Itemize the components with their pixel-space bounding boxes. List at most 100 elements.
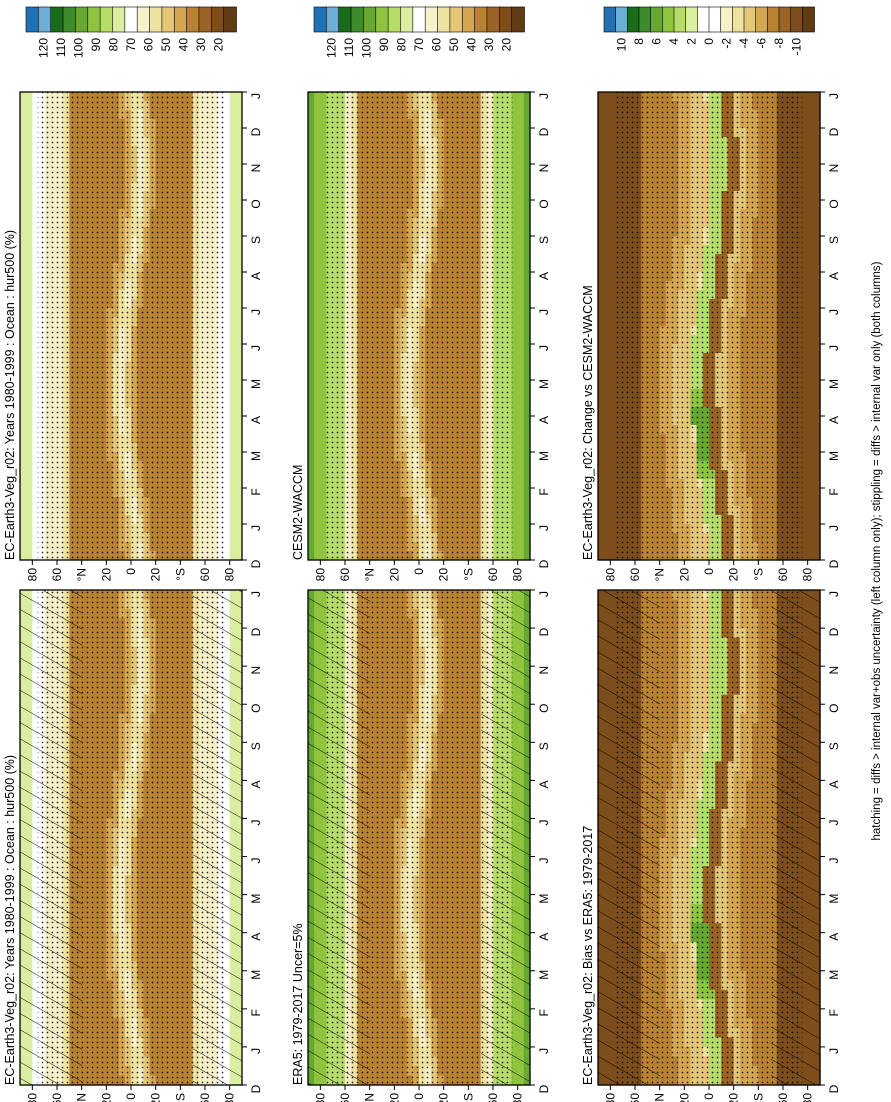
heatmap-cell [26, 515, 33, 525]
heatmap-cell [20, 164, 27, 174]
heatmap-cell [223, 335, 231, 345]
heatmap-cell [32, 461, 40, 471]
heatmap-cell [26, 182, 33, 192]
heatmap-cell [235, 443, 243, 453]
heatmap-cell [20, 119, 27, 129]
heatmap-cell [32, 164, 40, 174]
heatmap-cell [20, 344, 27, 354]
heatmap-cell [26, 191, 33, 201]
heatmap-cell [235, 551, 243, 561]
heatmap-cell [223, 524, 231, 534]
heatmap-cell [223, 146, 231, 156]
heatmap-cell [26, 488, 33, 498]
month-tick-label: F [249, 488, 263, 495]
heatmap-cell [32, 218, 40, 228]
month-tick-label: A [249, 933, 263, 941]
heatmap-cell [235, 308, 243, 318]
heatmap-cell [229, 488, 237, 498]
heatmap-cell [32, 263, 40, 273]
lat-tick-label: 60 [198, 1093, 212, 1102]
heatmap-cell [229, 542, 237, 552]
colorbar-swatch [75, 6, 89, 33]
heatmap-cell [32, 317, 40, 327]
lat-tick-label: 0 [124, 1093, 138, 1100]
heatmap-cell [20, 155, 27, 165]
heatmap-cell [20, 533, 27, 543]
heatmap-cell [235, 299, 243, 309]
heatmap-cell [26, 155, 33, 165]
heatmap-cell [235, 236, 243, 246]
heatmap-cell [20, 146, 27, 156]
heatmap-cell [32, 173, 40, 183]
heatmap-cell [235, 290, 243, 300]
heatmap-cell [223, 209, 231, 219]
heatmap-cell [32, 191, 40, 201]
heatmap-cell [26, 353, 33, 363]
month-tick-label: M [249, 894, 263, 904]
heatmap-cell [223, 515, 231, 525]
heatmap-cell [20, 299, 27, 309]
heatmap-cell [32, 137, 40, 147]
heatmap-cell [229, 128, 237, 138]
heatmap-cell [32, 362, 40, 372]
heatmap-cell [229, 119, 237, 129]
heatmap-cell [26, 425, 33, 435]
colorbar-swatch [38, 6, 52, 33]
heatmap-cell [20, 110, 27, 120]
colorbar-label: 30 [194, 38, 208, 52]
heatmap-cell [20, 434, 27, 444]
heatmap-cell [20, 317, 27, 327]
heatmap-cell [235, 146, 243, 156]
heatmap-cell [26, 335, 33, 345]
heatmap-cell [235, 110, 243, 120]
heatmap-cell [20, 416, 27, 426]
heatmap-cell [223, 326, 231, 336]
heatmap-cell [235, 488, 243, 498]
colorbar-swatch [124, 6, 138, 33]
heatmap-cell [32, 335, 40, 345]
month-tick-label: M [249, 451, 263, 461]
heatmap-cell [20, 425, 27, 435]
heatmap-cell [26, 461, 33, 471]
heatmap-cell [26, 146, 33, 156]
heatmap-cell [32, 533, 40, 543]
heatmap-cell [235, 524, 243, 534]
heatmap-cell [235, 506, 243, 516]
heatmap-cell [235, 353, 243, 363]
heatmap-cell [229, 380, 237, 390]
heatmap-cell [26, 434, 33, 444]
month-tick-label: O [249, 704, 263, 713]
heatmap-cell [223, 119, 231, 129]
colorbar-label: 20 [212, 38, 226, 52]
heatmap-cell [32, 389, 40, 399]
lat-tick-label: 80 [25, 568, 39, 582]
month-tick-label: O [249, 199, 263, 208]
heatmap-cell [32, 542, 40, 552]
heatmap-cell [229, 470, 237, 480]
heatmap-cell [26, 173, 33, 183]
heatmap-cell [229, 434, 237, 444]
heatmap-cell [20, 488, 27, 498]
lat-tick-label: 20 [149, 1093, 163, 1102]
heatmap-cell [223, 488, 231, 498]
heatmap-cell [20, 506, 27, 516]
heatmap-cell [20, 173, 27, 183]
heatmap-cell [229, 236, 237, 246]
heatmap-cell [229, 245, 237, 255]
lat-tick-label: °S [173, 568, 187, 581]
heatmap-cell [32, 353, 40, 363]
colorbar-label: 100 [72, 38, 86, 58]
heatmap-cell [229, 461, 237, 471]
heatmap-cell [26, 317, 33, 327]
month-tick-label: S [249, 236, 263, 244]
heatmap-cell [32, 128, 40, 138]
heatmap-cell [223, 137, 231, 147]
heatmap-cell [229, 191, 237, 201]
heatmap-cell [32, 479, 40, 489]
heatmap-cell [229, 254, 237, 264]
heatmap-cell [223, 353, 231, 363]
heatmap-cell [26, 128, 33, 138]
heatmap-cell [20, 254, 27, 264]
heatmap-cell [223, 254, 231, 264]
heatmap-cell [20, 101, 27, 111]
